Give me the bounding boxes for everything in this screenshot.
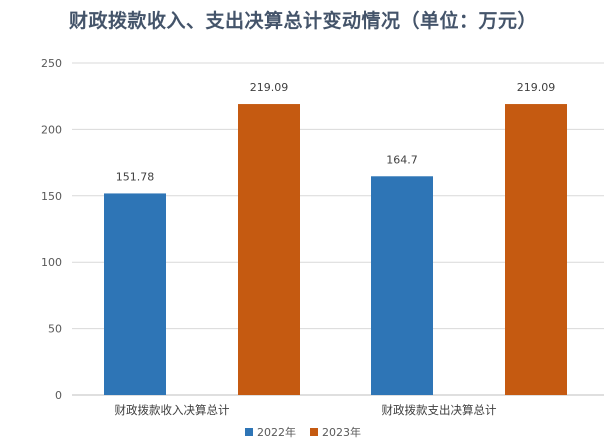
y-tick-label: 150 [41, 190, 62, 203]
category-label: 财政拨款支出决算总计 [382, 403, 497, 417]
y-tick-label: 50 [48, 323, 62, 336]
legend: 2022年 2023年 [0, 424, 606, 440]
data-label: 219.09 [250, 81, 289, 94]
data-label: 151.78 [116, 170, 155, 183]
y-tick-label: 100 [41, 256, 62, 269]
y-tick-label: 250 [41, 57, 62, 70]
y-tick-label: 200 [41, 123, 62, 136]
legend-item: 2022年 [245, 424, 296, 440]
chart-title: 财政拨款收入、支出决算总计变动情况（单位：万元） [68, 10, 537, 32]
data-label: 219.09 [517, 81, 556, 94]
y-tick-label: 0 [55, 389, 62, 402]
bar [371, 176, 433, 395]
legend-label: 2022年 [257, 426, 296, 439]
legend-item: 2023年 [310, 424, 361, 440]
legend-swatch [245, 428, 253, 436]
legend-swatch [310, 428, 318, 436]
data-label: 164.7 [386, 153, 418, 166]
category-label: 财政拨款收入决算总计 [115, 403, 230, 417]
legend-label: 2023年 [322, 426, 361, 439]
bar [238, 104, 300, 396]
bar [505, 104, 567, 396]
bar [104, 193, 166, 395]
